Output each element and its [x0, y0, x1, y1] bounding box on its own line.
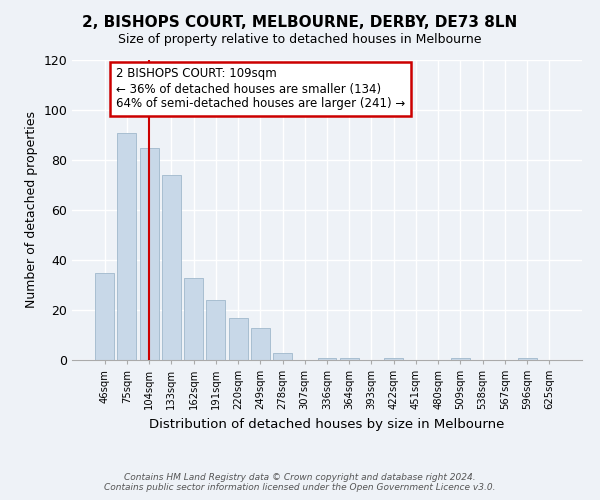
Y-axis label: Number of detached properties: Number of detached properties: [25, 112, 38, 308]
Bar: [518, 358, 536, 360]
Bar: [340, 358, 359, 360]
Bar: [140, 148, 158, 360]
Bar: [317, 358, 337, 360]
Bar: [95, 272, 114, 360]
Bar: [118, 132, 136, 360]
Text: 2, BISHOPS COURT, MELBOURNE, DERBY, DE73 8LN: 2, BISHOPS COURT, MELBOURNE, DERBY, DE73…: [82, 15, 518, 30]
Bar: [451, 358, 470, 360]
Text: Size of property relative to detached houses in Melbourne: Size of property relative to detached ho…: [118, 32, 482, 46]
Bar: [206, 300, 225, 360]
X-axis label: Distribution of detached houses by size in Melbourne: Distribution of detached houses by size …: [149, 418, 505, 430]
Text: 2 BISHOPS COURT: 109sqm
← 36% of detached houses are smaller (134)
64% of semi-d: 2 BISHOPS COURT: 109sqm ← 36% of detache…: [116, 68, 405, 110]
Bar: [184, 278, 203, 360]
Bar: [162, 175, 181, 360]
Bar: [229, 318, 248, 360]
Bar: [384, 358, 403, 360]
Text: Contains HM Land Registry data © Crown copyright and database right 2024.
Contai: Contains HM Land Registry data © Crown c…: [104, 473, 496, 492]
Bar: [273, 352, 292, 360]
Bar: [251, 328, 270, 360]
